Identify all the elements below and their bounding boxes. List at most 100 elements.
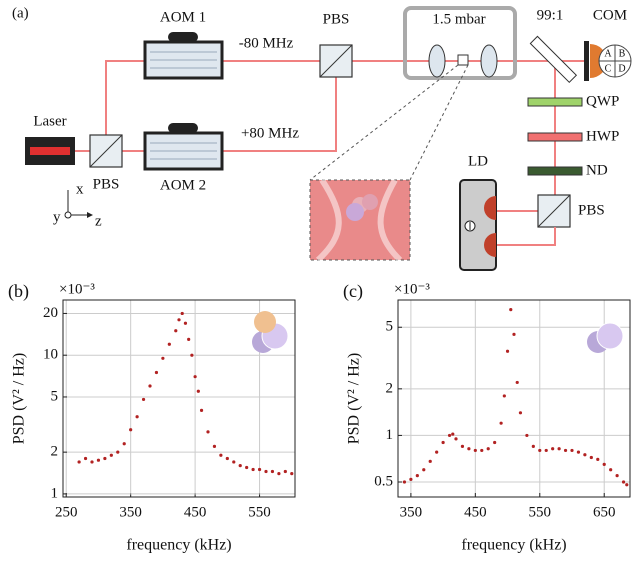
data-point — [416, 474, 419, 477]
y-tick-label: 10 — [43, 347, 58, 363]
sphere — [597, 323, 623, 349]
data-point — [622, 480, 625, 483]
data-point — [609, 468, 612, 471]
axis-symbol: x — [76, 181, 84, 197]
data-point — [525, 434, 528, 437]
y-tick-label: 2 — [51, 444, 59, 460]
aom — [145, 123, 222, 169]
aom — [145, 32, 222, 78]
splitter — [530, 36, 576, 82]
data-point — [422, 468, 425, 471]
label: AOM 1 — [160, 9, 206, 25]
data-point — [467, 447, 470, 450]
data-point — [103, 457, 106, 460]
lens — [481, 45, 497, 77]
data-point — [252, 468, 255, 471]
data-point — [603, 463, 606, 466]
multiplier: ×10⁻³ — [394, 281, 430, 297]
data-point — [500, 422, 503, 425]
inset — [310, 180, 410, 260]
data-point — [174, 329, 177, 332]
quadrant: B — [619, 48, 626, 59]
x-tick-label: 350 — [400, 504, 423, 520]
y-tick-label: 1 — [51, 485, 59, 501]
label: PBS — [578, 202, 605, 218]
panel-label: (b) — [8, 281, 29, 302]
label: LD — [468, 153, 488, 169]
y-axis-title: PSD (V² / Hz) — [11, 353, 28, 444]
data-point — [245, 466, 248, 469]
data-point — [197, 390, 200, 393]
data-point — [200, 409, 203, 412]
plot-frame — [398, 300, 630, 497]
data-point — [168, 343, 171, 346]
data-point — [509, 308, 512, 311]
data-point — [187, 338, 190, 341]
data-point — [78, 460, 81, 463]
data-point — [264, 470, 267, 473]
panel-label: (c) — [343, 281, 363, 302]
label: 1.5 mbar — [432, 11, 485, 27]
y-tick-label: 1 — [386, 427, 394, 443]
data-point — [564, 449, 567, 452]
setup-diagram: (a) Laser PBS AOM 1 AOM 2 -80 MHz +80 MH… — [12, 5, 631, 270]
data-point — [451, 432, 454, 435]
label: HWP — [586, 128, 619, 144]
data-point — [570, 449, 573, 452]
x-tick-label: 350 — [119, 504, 142, 520]
data-point — [519, 411, 522, 414]
quadrant: D — [618, 63, 625, 74]
x-tick-label: 450 — [184, 504, 207, 520]
laser-beam — [30, 147, 70, 155]
data-point — [232, 460, 235, 463]
x-axis-title: frequency (kHz) — [461, 537, 566, 554]
data-point — [487, 447, 490, 450]
data-point — [558, 447, 561, 450]
data-point — [409, 478, 412, 481]
x-tick-label: 650 — [593, 504, 616, 520]
panel-label: (a) — [12, 5, 29, 21]
data-point — [532, 445, 535, 448]
data-point — [480, 449, 483, 452]
data-point — [442, 441, 445, 444]
x-tick-label: 450 — [464, 504, 487, 520]
data-point — [454, 437, 457, 440]
data-point — [625, 483, 628, 486]
axis-symbol: z — [95, 213, 102, 229]
waveplate — [528, 133, 582, 141]
chart: (c)×10⁻³PSD (V² / Hz)frequency (kHz)3504… — [343, 281, 630, 554]
label: -80 MHz — [239, 35, 294, 51]
data-point — [583, 453, 586, 456]
data-point — [148, 384, 151, 387]
data-point — [184, 322, 187, 325]
data-point — [116, 451, 119, 454]
data-point — [142, 398, 145, 401]
trap — [458, 55, 468, 65]
data-point — [290, 472, 293, 475]
data-point — [516, 381, 519, 384]
label: 99:1 — [537, 7, 564, 23]
data-point — [129, 428, 132, 431]
axis-symbol: y — [53, 209, 61, 225]
label: AOM 2 — [160, 177, 206, 193]
sphere — [254, 311, 276, 333]
y-tick-label: 2 — [386, 380, 394, 396]
label: PBS — [323, 11, 350, 27]
data-point — [239, 464, 242, 467]
label: QWP — [586, 93, 619, 109]
data-point — [551, 447, 554, 450]
waveplate — [528, 98, 582, 106]
label: COM — [593, 7, 627, 23]
multiplier: ×10⁻³ — [59, 281, 95, 297]
data-point — [277, 472, 280, 475]
x-axis-title: frequency (kHz) — [126, 537, 231, 554]
label: PBS — [93, 176, 120, 192]
data-point — [219, 454, 222, 457]
filter — [528, 167, 582, 175]
data-point — [435, 451, 438, 454]
data-point — [448, 434, 451, 437]
data-point — [190, 354, 193, 357]
particle-icon — [252, 311, 288, 353]
y-tick-label: 20 — [43, 305, 58, 321]
